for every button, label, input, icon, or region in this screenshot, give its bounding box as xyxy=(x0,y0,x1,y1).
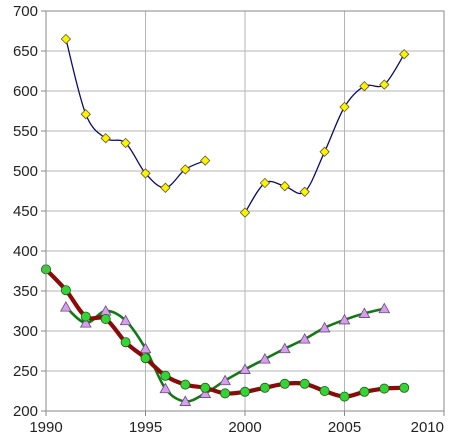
circle-marker xyxy=(259,382,270,393)
triangle-marker xyxy=(219,374,231,386)
diamond-marker xyxy=(399,49,410,60)
triangle-marker xyxy=(239,363,251,374)
triangle-marker xyxy=(259,352,271,364)
circle-marker xyxy=(379,383,390,394)
diamond-marker xyxy=(100,133,111,144)
y-tick-label: 400 xyxy=(13,243,38,260)
diamond-marker xyxy=(359,81,370,92)
diamond-marker xyxy=(120,137,131,149)
series-layer xyxy=(41,33,410,406)
upper-series xyxy=(60,33,410,218)
diamond-marker xyxy=(140,168,151,179)
circle-marker xyxy=(100,313,111,324)
diamond-marker xyxy=(379,79,390,90)
y-tick-label: 450 xyxy=(13,203,38,220)
y-tick-label: 250 xyxy=(13,363,38,380)
triangle-marker xyxy=(199,387,212,398)
x-tick-label: 1995 xyxy=(129,419,162,436)
circle-marker xyxy=(80,311,91,322)
x-tick-label: 2000 xyxy=(228,419,261,436)
diamond-marker xyxy=(160,182,171,193)
y-axis: 200 250 300 350 400 450 500 550 600 650 700 xyxy=(13,3,46,420)
circle-marker xyxy=(279,378,290,389)
y-tick-label: 200 xyxy=(13,403,38,420)
y-tick-label: 500 xyxy=(13,163,38,180)
triangle-marker xyxy=(278,342,291,354)
x-tick-label: 1990 xyxy=(29,419,62,436)
circle-series xyxy=(41,264,410,402)
circle-marker xyxy=(160,370,171,381)
diamond-marker xyxy=(80,109,91,120)
x-axis: 1990 1995 2000 2005 2010 xyxy=(29,411,445,436)
circle-marker xyxy=(200,382,211,393)
diamond-marker xyxy=(239,207,251,218)
y-tick-label: 700 xyxy=(13,3,38,20)
x-tick-label: 2010 xyxy=(411,419,444,436)
circle-marker xyxy=(120,337,131,348)
triangle-marker xyxy=(338,313,351,325)
circle-marker xyxy=(299,378,310,389)
triangle-series xyxy=(60,300,391,406)
triangle-marker xyxy=(318,321,331,333)
diamond-marker xyxy=(60,33,72,45)
circle-marker xyxy=(220,388,231,399)
y-tick-label: 350 xyxy=(13,283,38,300)
circle-marker xyxy=(239,386,250,397)
triangle-marker xyxy=(378,302,391,314)
diamond-marker xyxy=(180,164,191,175)
circle-marker xyxy=(399,382,410,393)
triangle-marker xyxy=(159,382,172,394)
triangle-marker xyxy=(179,395,192,406)
y-tick-label: 300 xyxy=(13,323,38,340)
triangle-marker xyxy=(358,307,371,318)
diamond-marker xyxy=(259,177,271,189)
x-tick-label: 2005 xyxy=(328,419,361,436)
plot-border xyxy=(45,10,445,412)
circle-marker xyxy=(339,391,350,402)
circle-marker xyxy=(180,379,191,390)
circle-marker xyxy=(60,285,71,296)
triangle-marker xyxy=(298,332,311,344)
diamond-marker xyxy=(200,155,211,166)
circle-marker xyxy=(140,353,151,364)
y-tick-label: 550 xyxy=(13,123,38,140)
triangle-marker xyxy=(60,300,72,312)
diamond-marker xyxy=(339,101,350,113)
y-tick-label: 600 xyxy=(13,83,38,100)
circle-marker xyxy=(319,385,330,396)
diamond-marker xyxy=(299,186,310,197)
diamond-marker xyxy=(319,146,330,157)
circle-marker xyxy=(359,386,370,397)
triangle-marker xyxy=(139,342,152,354)
diamond-marker xyxy=(279,181,290,192)
y-tick-label: 650 xyxy=(13,43,38,60)
triangle-marker xyxy=(79,316,92,328)
triangle-marker xyxy=(119,314,132,326)
